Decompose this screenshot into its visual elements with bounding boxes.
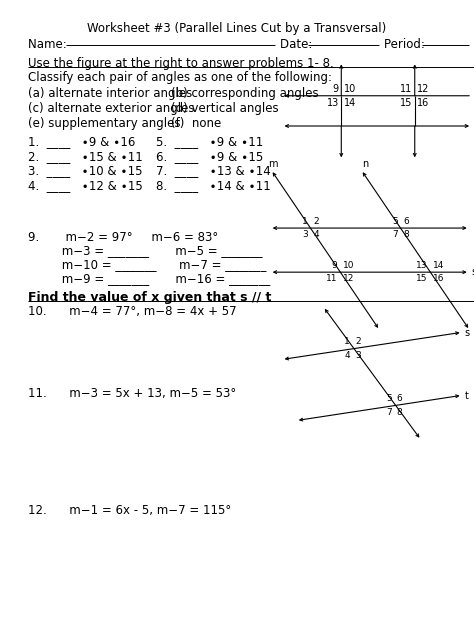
- Text: m−10 = _______      m−7 = _______: m−10 = _______ m−7 = _______: [28, 258, 267, 272]
- Text: (e) supplementary angles: (e) supplementary angles: [28, 117, 181, 130]
- Text: 10: 10: [344, 84, 356, 94]
- Text: 15: 15: [416, 274, 428, 283]
- Text: m−9 = _______       m−16 = _______: m−9 = _______ m−16 = _______: [28, 272, 271, 285]
- Text: (b) corresponding angles: (b) corresponding angles: [171, 87, 318, 100]
- Text: 7: 7: [386, 408, 392, 417]
- Text: 16: 16: [433, 274, 445, 283]
- Text: 11: 11: [326, 274, 337, 283]
- Text: 3.  ____   ∙10 & ∙15: 3. ____ ∙10 & ∙15: [28, 164, 143, 178]
- Text: 12: 12: [343, 274, 355, 283]
- Text: Use the figure at the right to answer problems 1- 8.: Use the figure at the right to answer pr…: [28, 57, 334, 70]
- Text: 11: 11: [400, 84, 412, 94]
- Text: s: s: [465, 328, 470, 338]
- Text: 13: 13: [327, 98, 339, 108]
- Text: 6.  ____   ∙9 & ∙15: 6. ____ ∙9 & ∙15: [156, 150, 264, 163]
- Text: 15: 15: [400, 98, 412, 108]
- Text: 11.      m−3 = 5x + 13, m−5 = 53°: 11. m−3 = 5x + 13, m−5 = 53°: [28, 387, 237, 401]
- Text: Find the value of x given that s // t: Find the value of x given that s // t: [28, 291, 272, 304]
- Text: 8.  ____   ∙14 & ∙11: 8. ____ ∙14 & ∙11: [156, 179, 271, 192]
- Text: t: t: [465, 391, 468, 401]
- Text: (f)  none: (f) none: [171, 117, 221, 130]
- Text: 2: 2: [355, 337, 361, 346]
- Text: 3: 3: [302, 230, 308, 239]
- Text: Classify each pair of angles as one of the following:: Classify each pair of angles as one of t…: [28, 71, 332, 84]
- Text: 8: 8: [403, 230, 409, 239]
- Text: 1: 1: [345, 337, 350, 346]
- Text: Worksheet #3 (Parallel Lines Cut by a Transversal): Worksheet #3 (Parallel Lines Cut by a Tr…: [87, 22, 387, 35]
- Text: 12: 12: [417, 84, 429, 94]
- Text: 13: 13: [416, 261, 428, 270]
- Text: 9: 9: [333, 84, 339, 94]
- Text: 5: 5: [392, 217, 398, 226]
- Text: 2: 2: [313, 217, 319, 226]
- Text: Date:: Date:: [280, 38, 316, 51]
- Text: (a) alternate interior angles: (a) alternate interior angles: [28, 87, 193, 100]
- Text: 5: 5: [386, 394, 392, 403]
- Text: (c) alternate exterior angles: (c) alternate exterior angles: [28, 102, 195, 115]
- Text: 1.  ____   ∙9 & ∙16: 1. ____ ∙9 & ∙16: [28, 135, 136, 149]
- Text: m: m: [268, 159, 277, 169]
- Text: 5.  ____   ∙9 & ∙11: 5. ____ ∙9 & ∙11: [156, 135, 264, 149]
- Text: 10: 10: [343, 261, 355, 270]
- Text: 14: 14: [344, 98, 356, 108]
- Text: 14: 14: [433, 261, 445, 270]
- Text: 1: 1: [302, 217, 308, 226]
- Text: 7.  ____   ∙13 & ∙14: 7. ____ ∙13 & ∙14: [156, 164, 271, 178]
- Text: 9: 9: [332, 261, 337, 270]
- Text: 8: 8: [397, 408, 402, 417]
- Text: s: s: [472, 267, 474, 277]
- Text: 10.      m−4 = 77°, m−8 = 4x + 57: 10. m−4 = 77°, m−8 = 4x + 57: [28, 305, 237, 318]
- Text: (d) vertical angles: (d) vertical angles: [171, 102, 278, 115]
- Text: 12.      m−1 = 6x - 5, m−7 = 115°: 12. m−1 = 6x - 5, m−7 = 115°: [28, 504, 232, 517]
- Text: n: n: [362, 159, 368, 169]
- Text: 4: 4: [313, 230, 319, 239]
- Text: Period:: Period:: [384, 38, 428, 51]
- Text: 4.  ____   ∙12 & ∙15: 4. ____ ∙12 & ∙15: [28, 179, 143, 192]
- Text: Name:: Name:: [28, 38, 71, 51]
- Text: 3: 3: [355, 351, 361, 360]
- Text: 4: 4: [345, 351, 350, 360]
- Text: 2.  ____   ∙15 & ∙11: 2. ____ ∙15 & ∙11: [28, 150, 143, 163]
- Text: 6: 6: [403, 217, 409, 226]
- Text: 7: 7: [392, 230, 398, 239]
- Text: m−3 = _______       m−5 = _______: m−3 = _______ m−5 = _______: [28, 244, 263, 258]
- Text: 6: 6: [397, 394, 402, 403]
- Text: 9.       m−2 = 97°     m−6 = 83°: 9. m−2 = 97° m−6 = 83°: [28, 231, 219, 244]
- Text: 16: 16: [417, 98, 429, 108]
